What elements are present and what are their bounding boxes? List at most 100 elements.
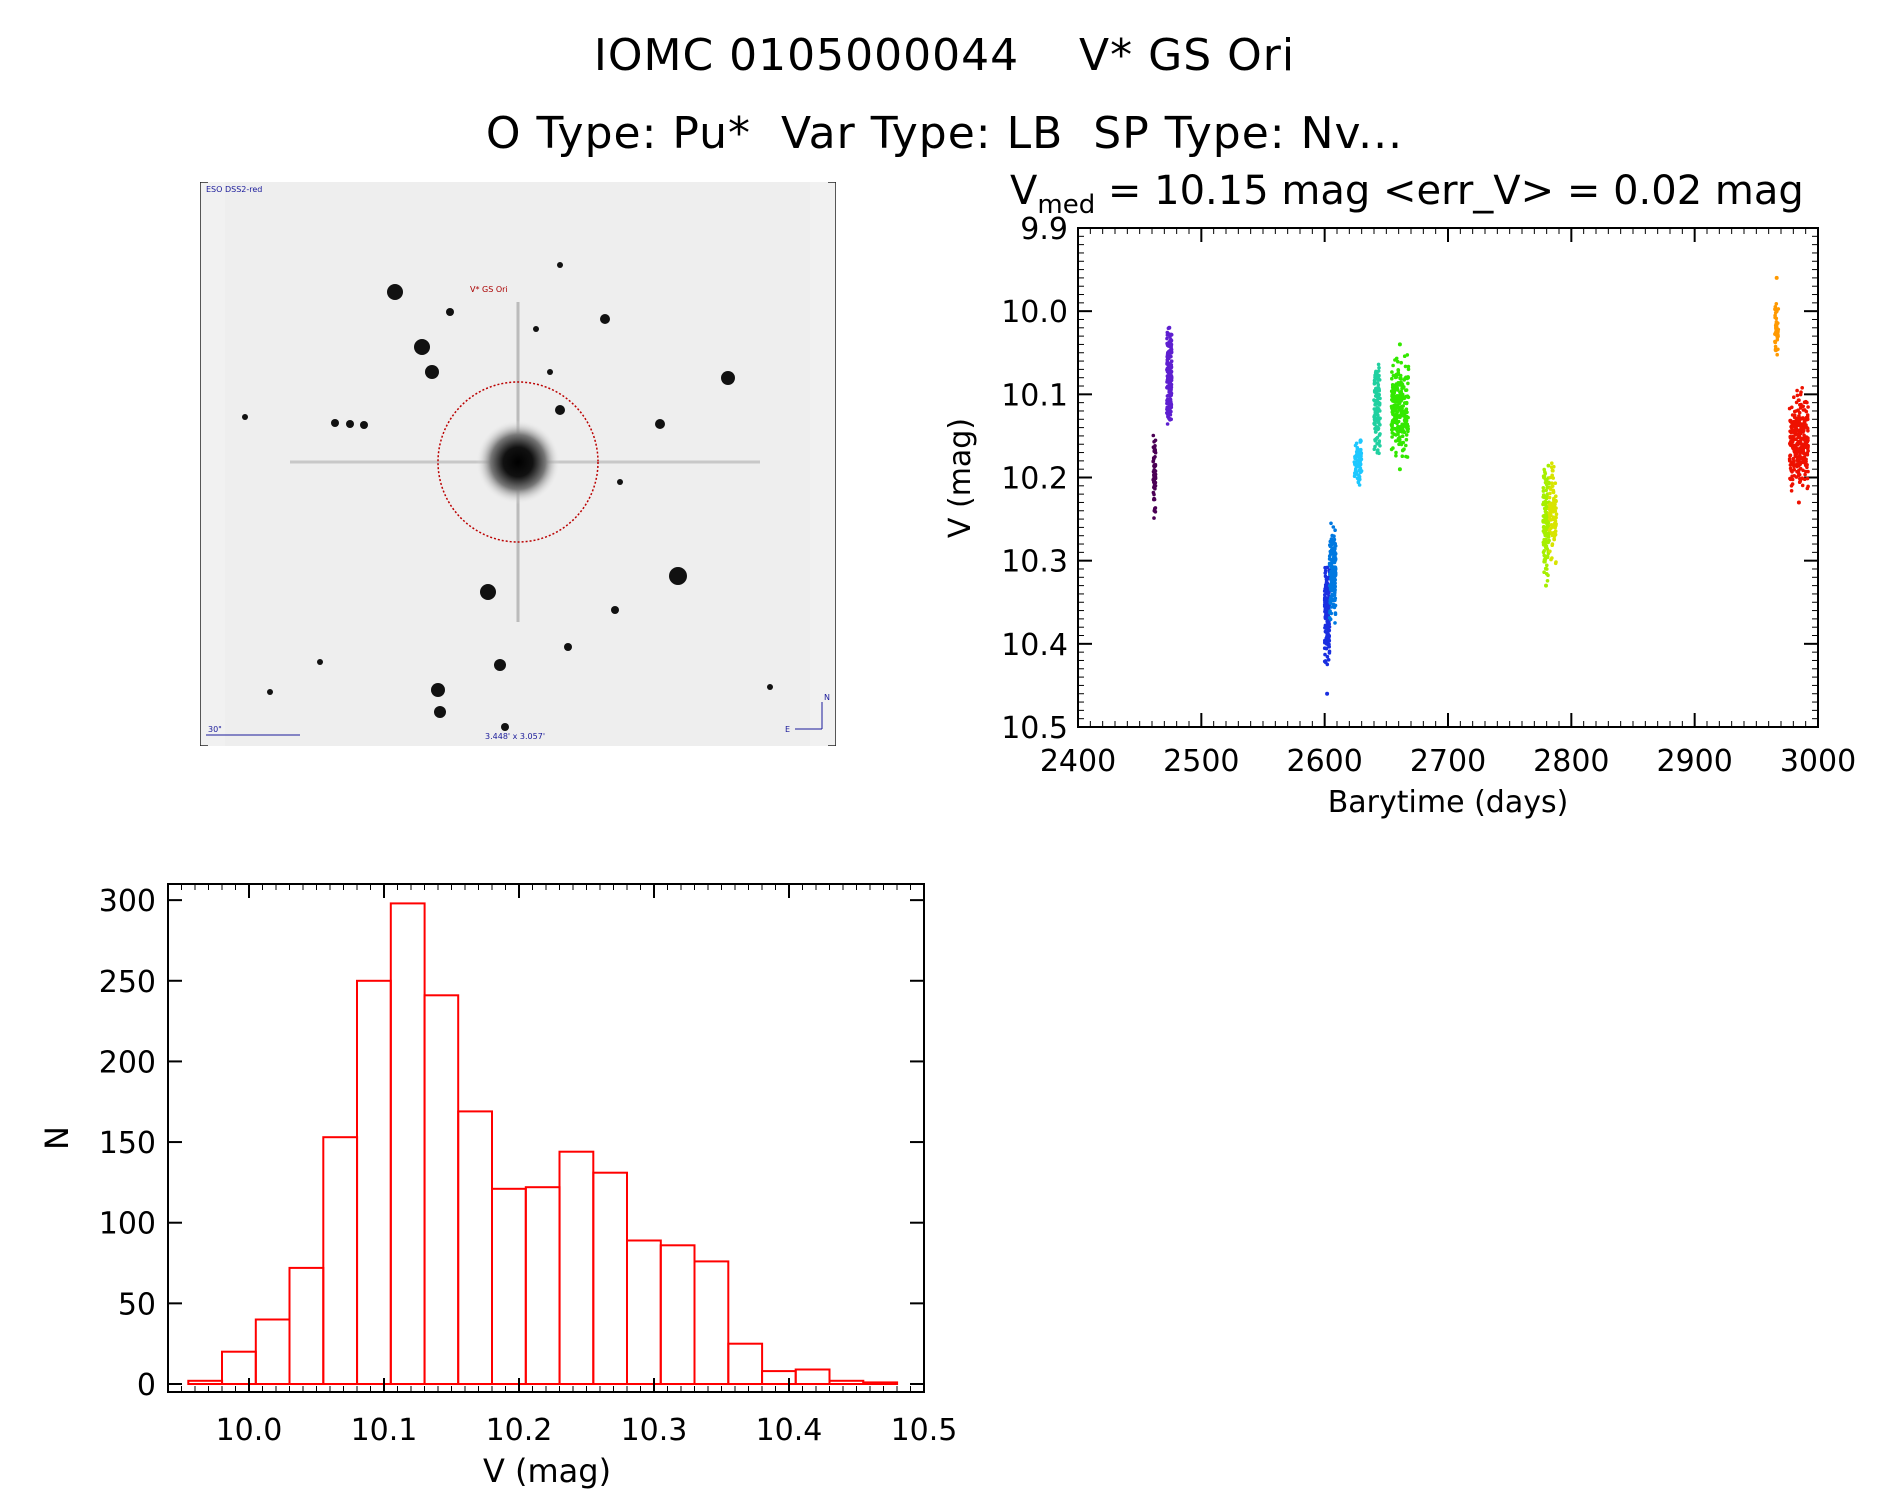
- lightcurve-point: [1323, 593, 1327, 597]
- lightcurve-point: [1803, 472, 1807, 477]
- lightcurve-point: [1378, 423, 1382, 427]
- field-star: [564, 643, 572, 651]
- histogram-bar: [558, 1150, 595, 1385]
- lightcurve-point: [1326, 658, 1331, 662]
- lightcurve-point: [1805, 476, 1810, 481]
- lightcurve-point: [1331, 539, 1336, 544]
- lightcurve-point: [1373, 430, 1378, 434]
- lightcurve-point: [1805, 486, 1810, 491]
- lightcurve-point: [1151, 459, 1155, 464]
- y-tick-label: 0: [137, 1368, 156, 1403]
- lightcurve-point: [1788, 476, 1792, 481]
- lightcurve-point: [1332, 550, 1337, 554]
- lightcurve-point: [1152, 497, 1156, 502]
- lightcurve-point: [1550, 484, 1554, 489]
- lightcurve-point: [1404, 408, 1408, 413]
- lightcurve-point: [1789, 436, 1794, 441]
- lightcurve-point: [1375, 400, 1380, 404]
- lightcurve-point: [1806, 447, 1810, 451]
- lightcurve-point: [1165, 398, 1169, 403]
- lightcurve-point: [1390, 389, 1395, 394]
- lightcurve-point: [1327, 622, 1331, 626]
- lightcurve-point: [1391, 363, 1395, 368]
- lightcurve-point: [1396, 414, 1400, 418]
- lightcurve-point: [1323, 652, 1327, 657]
- lightcurve-point: [1795, 388, 1799, 393]
- lightcurve-point: [1796, 500, 1801, 505]
- lightcurve-point: [1372, 390, 1377, 394]
- lightcurve-point: [1548, 526, 1553, 531]
- lightcurve-point: [1167, 388, 1172, 393]
- lightcurve-point: [1773, 344, 1778, 349]
- lightcurve-point: [1804, 457, 1808, 462]
- field-star: [267, 689, 273, 695]
- lightcurve-point: [1798, 435, 1802, 440]
- lightcurve-point: [1805, 413, 1810, 417]
- lightcurve-point: [1787, 457, 1792, 461]
- lightcurve-point: [1357, 475, 1362, 479]
- lightcurve-point: [1333, 621, 1337, 625]
- lightcurve-point: [1801, 423, 1805, 427]
- lightcurve-point: [1542, 513, 1547, 518]
- lightcurve-point: [1399, 405, 1404, 410]
- lightcurve-point: [1378, 416, 1382, 421]
- lightcurve-point: [1400, 454, 1405, 459]
- lightcurve-point: [1324, 575, 1329, 580]
- lightcurve-point: [1330, 542, 1335, 547]
- lightcurve-point: [1403, 364, 1408, 369]
- lightcurve-point: [1545, 485, 1549, 490]
- lightcurve-point: [1324, 626, 1328, 630]
- lightcurve-point: [1372, 378, 1377, 383]
- lightcurve-point: [1404, 433, 1409, 437]
- lightcurve-point: [1542, 474, 1547, 478]
- lightcurve-point: [1325, 662, 1330, 667]
- lightcurve-point: [1331, 602, 1336, 607]
- y-tick-label: 100: [99, 1207, 156, 1242]
- lightcurve-point: [1404, 388, 1408, 393]
- lightcurve-point: [1398, 429, 1402, 434]
- field-star: [446, 308, 454, 316]
- lightcurve-point: [1398, 441, 1403, 446]
- lightcurve-point: [1329, 588, 1334, 592]
- x-tick-label: 10.3: [621, 1413, 688, 1448]
- lightcurve-point: [1400, 448, 1405, 453]
- lightcurve-point: [1405, 376, 1409, 380]
- lightcurve-point: [1392, 393, 1396, 398]
- lightcurve-point: [1541, 489, 1546, 493]
- lightcurve-point: [1546, 463, 1551, 468]
- east-label: E: [785, 725, 790, 734]
- lightcurve-point: [1374, 393, 1379, 398]
- lightcurve-point: [1403, 401, 1408, 405]
- lightcurve-point: [1550, 542, 1555, 546]
- histogram-bar: [626, 1239, 662, 1385]
- field-star: [434, 706, 446, 718]
- lightcurve-point: [1400, 434, 1405, 439]
- lightcurve-point: [1353, 461, 1357, 466]
- lightcurve-point: [1794, 454, 1798, 459]
- lightcurve-point: [1398, 414, 1403, 418]
- x-tick-label: 2500: [1163, 744, 1239, 779]
- lightcurve-point: [1169, 343, 1173, 348]
- x-tick-label: 10.1: [351, 1413, 418, 1448]
- lightcurve-x-axis-label: Barytime (days): [1328, 785, 1569, 820]
- lightcurve-point: [1390, 427, 1394, 432]
- lightcurve-point: [1391, 383, 1395, 388]
- lightcurve-point: [1326, 603, 1330, 607]
- lightcurve-point: [1399, 389, 1403, 394]
- histogram-bar: [659, 1244, 696, 1386]
- lightcurve-point: [1406, 367, 1411, 372]
- lightcurve-point: [1543, 557, 1548, 562]
- lightcurve-point: [1323, 629, 1328, 634]
- lightcurve-point: [1391, 373, 1396, 378]
- lightcurve-point: [1153, 438, 1158, 443]
- scale-bar-label: 30": [208, 725, 222, 734]
- lightcurve-point: [1550, 461, 1554, 466]
- lightcurve-point: [1787, 406, 1792, 411]
- lightcurve-point: [1373, 444, 1377, 449]
- lightcurve-point: [1165, 394, 1170, 398]
- lightcurve-point: [1543, 566, 1548, 571]
- field-star: [317, 659, 323, 665]
- lightcurve-point: [1327, 651, 1332, 655]
- lightcurve-point: [1333, 567, 1338, 572]
- lightcurve-point: [1356, 480, 1361, 485]
